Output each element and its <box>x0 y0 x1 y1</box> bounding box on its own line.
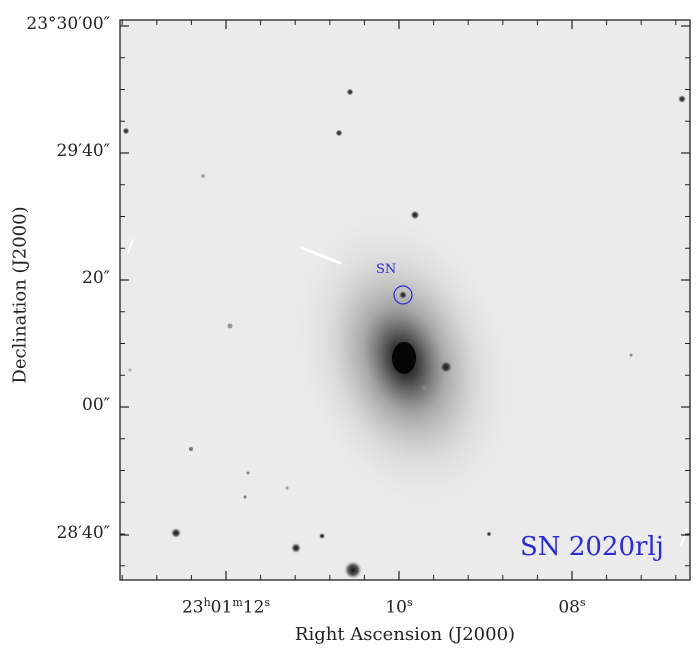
image-artifact <box>680 529 688 546</box>
host-galaxy-core <box>392 342 416 374</box>
x-tick-label: 23h01m12s <box>181 596 271 618</box>
y-tick-label: 23°30′00″ <box>26 14 110 34</box>
y-axis-minor-ticks <box>120 57 690 567</box>
x-tick-label: 08s <box>558 596 586 618</box>
image-artifact <box>127 239 134 254</box>
x-axis-minor-ticks <box>121 20 677 580</box>
target-name: SN 2020rlj <box>520 532 664 562</box>
y-axis-label: Declination (J2000) <box>9 206 31 384</box>
supernova-source <box>399 291 407 299</box>
sn-marker-label: SN <box>376 262 397 277</box>
field-stars <box>122 88 686 579</box>
sn-marker-circle <box>393 285 413 305</box>
y-tick-label: 29′40″ <box>56 141 110 161</box>
plot-frame <box>119 19 691 581</box>
y-tick-label: 00″ <box>82 395 110 415</box>
y-axis-ticks <box>120 25 690 536</box>
y-tick-label: 20″ <box>82 268 110 288</box>
image-artifact <box>300 246 342 265</box>
x-tick-label: 10s <box>385 596 413 618</box>
x-axis-ticks <box>225 20 573 580</box>
x-axis-label: Right Ascension (J2000) <box>294 624 516 645</box>
y-tick-label: 28′40″ <box>56 523 110 543</box>
